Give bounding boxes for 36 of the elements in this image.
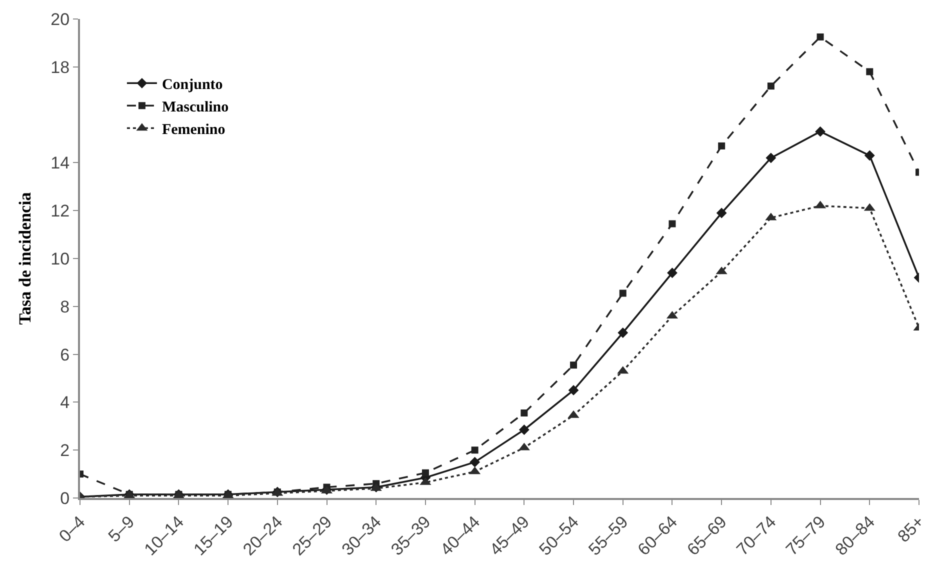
point [667,268,678,278]
legend-label: Masculino [162,100,229,116]
y-tick-label: 6 [60,345,70,364]
point [815,126,826,137]
point [716,208,727,218]
x-tick-label: 5–9 [104,512,138,546]
point [718,142,726,150]
point [520,409,528,416]
y-axis-title: Tasa de incidencia [16,192,35,325]
point [816,33,824,40]
y-tick-label: 18 [50,58,70,77]
y-tick-label: 14 [50,154,70,173]
y-tick-label: 12 [50,202,70,221]
legend-label: Conjunto [162,77,223,93]
point [619,290,626,297]
point [767,82,774,90]
point [766,152,776,164]
point [568,385,579,396]
x-tick-label: 85+ [894,512,928,546]
point [470,456,480,468]
y-tick-label: 4 [60,393,70,412]
point [668,220,676,228]
point [471,446,478,454]
y-tick-label: 0 [60,488,70,508]
y-tick-label: 8 [60,297,70,316]
point [866,68,874,76]
y-tick-label: 2 [60,441,70,460]
point [570,362,578,369]
y-tick-label: 10 [50,249,70,268]
y-tick-label: 20 [50,10,70,29]
point [422,469,429,476]
x-tick-label: 0–4 [55,512,89,546]
legend-label: Femenino [162,122,226,138]
point [518,424,530,435]
point [864,150,875,161]
point [618,328,628,338]
